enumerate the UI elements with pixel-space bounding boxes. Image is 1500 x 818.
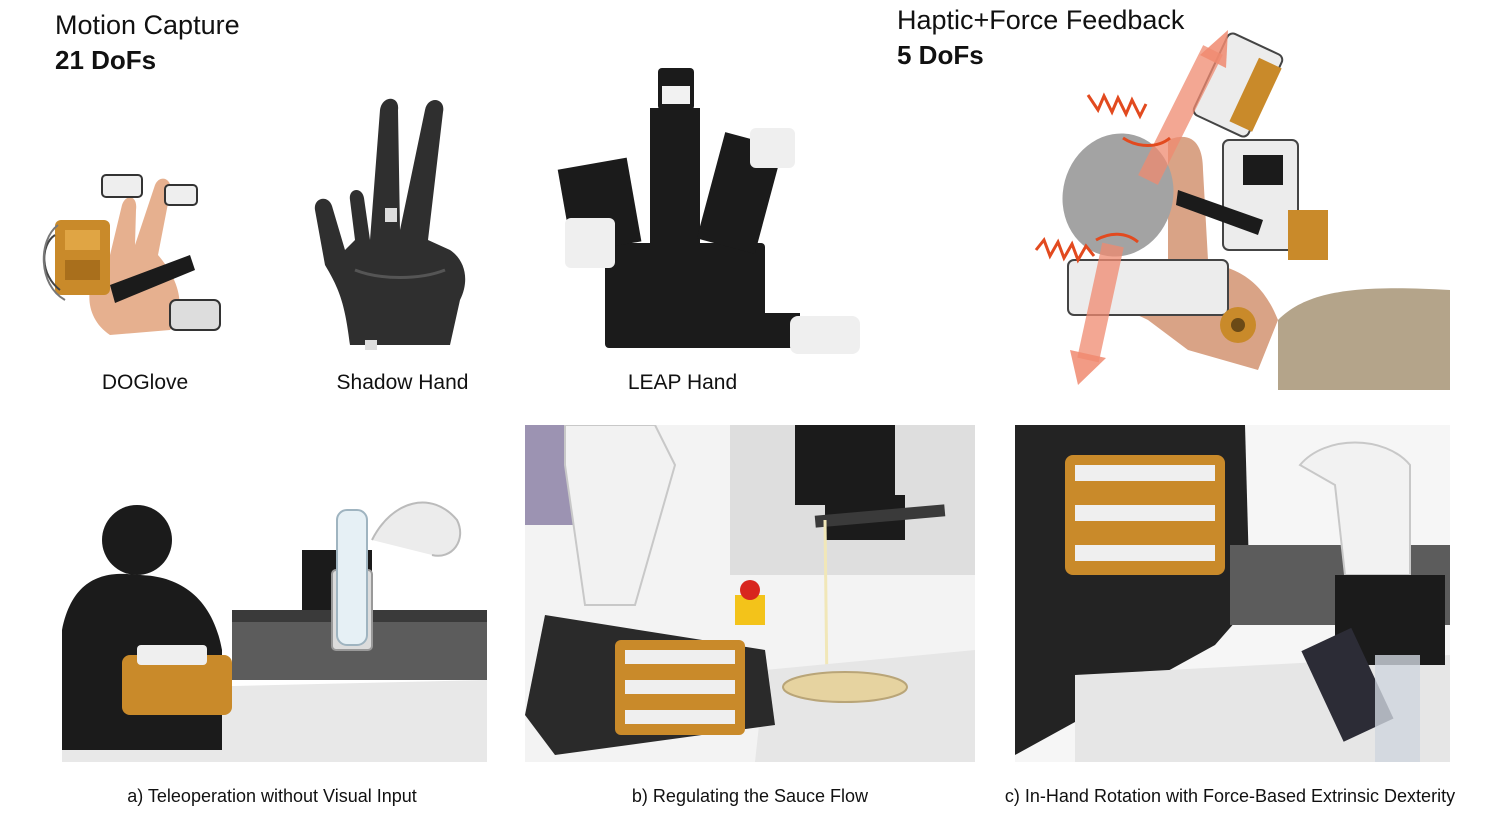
haptic-feedback-dofs: 5 DoFs xyxy=(897,40,984,70)
motion-capture-dofs: 21 DoFs xyxy=(55,45,157,75)
sauce-flow-photo xyxy=(525,425,975,762)
caption-a: a) Teleoperation without Visual Input xyxy=(127,786,417,806)
caption-c: c) In-Hand Rotation with Force-Based Ext… xyxy=(1004,786,1456,806)
leap-hand-label: LEAP Hand xyxy=(627,371,738,394)
motion-capture-title: Motion Capture xyxy=(55,10,240,40)
shadow-hand-photo xyxy=(310,90,480,355)
shadow-hand-label: Shadow Hand xyxy=(336,371,469,394)
haptic-force-photo xyxy=(1028,20,1450,390)
doglove-photo xyxy=(40,165,240,350)
in-hand-rotation-photo xyxy=(1015,425,1450,762)
caption-b: b) Regulating the Sauce Flow xyxy=(631,786,869,806)
haptic-feedback-title: Haptic+Force Feedback xyxy=(897,5,1185,35)
teleoperation-photo xyxy=(62,480,487,762)
leap-hand-photo xyxy=(550,68,865,363)
doglove-label: DOGlove xyxy=(101,371,189,394)
